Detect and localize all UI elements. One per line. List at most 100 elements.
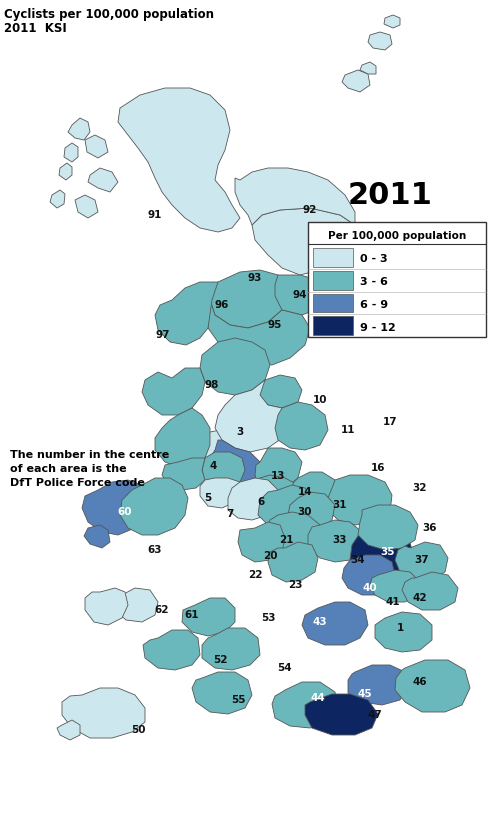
Text: Cyclists per 100,000 population: Cyclists per 100,000 population — [4, 8, 214, 21]
Polygon shape — [62, 688, 145, 738]
Polygon shape — [155, 408, 210, 468]
Polygon shape — [50, 190, 65, 208]
Bar — [308, 222, 486, 337]
Text: 17: 17 — [383, 417, 397, 427]
Text: 3: 3 — [237, 427, 244, 437]
Polygon shape — [370, 570, 420, 602]
Polygon shape — [275, 402, 328, 450]
Text: 43: 43 — [312, 617, 327, 627]
Text: 9 - 12: 9 - 12 — [360, 323, 396, 333]
Polygon shape — [228, 478, 278, 520]
Text: 46: 46 — [413, 677, 428, 687]
Text: 2011  KSI: 2011 KSI — [4, 22, 67, 35]
Polygon shape — [142, 368, 205, 415]
Polygon shape — [305, 694, 378, 735]
Text: 50: 50 — [131, 725, 145, 735]
Text: 60: 60 — [118, 507, 132, 517]
Polygon shape — [208, 300, 310, 365]
Polygon shape — [395, 660, 470, 712]
Text: 63: 63 — [148, 545, 162, 555]
Polygon shape — [75, 195, 98, 218]
Polygon shape — [272, 682, 338, 728]
Text: 44: 44 — [310, 693, 325, 703]
Text: The number in the centre
of each area is the
DfT Police Force code: The number in the centre of each area is… — [10, 450, 169, 488]
Polygon shape — [64, 143, 78, 162]
Polygon shape — [265, 512, 320, 555]
Polygon shape — [402, 572, 458, 610]
Polygon shape — [342, 555, 395, 595]
Polygon shape — [85, 588, 128, 625]
Text: 97: 97 — [156, 330, 170, 340]
Polygon shape — [255, 475, 302, 515]
Text: 13: 13 — [271, 471, 285, 481]
Polygon shape — [202, 628, 260, 670]
Text: 45: 45 — [358, 689, 372, 699]
Text: 62: 62 — [155, 605, 169, 615]
Text: 2011: 2011 — [348, 181, 433, 210]
Text: 53: 53 — [261, 613, 275, 623]
Polygon shape — [302, 602, 368, 645]
Polygon shape — [258, 375, 302, 408]
Text: 12: 12 — [348, 450, 362, 460]
Polygon shape — [252, 208, 355, 275]
Text: 61: 61 — [185, 610, 199, 620]
Polygon shape — [238, 522, 285, 562]
Text: 31: 31 — [333, 500, 347, 510]
Polygon shape — [235, 168, 355, 225]
Polygon shape — [288, 492, 335, 532]
Text: 33: 33 — [333, 535, 347, 545]
Text: 5: 5 — [204, 493, 212, 503]
Text: 34: 34 — [351, 555, 366, 565]
Text: 98: 98 — [205, 380, 219, 390]
Text: 23: 23 — [288, 580, 302, 590]
Bar — [313, 316, 353, 335]
Polygon shape — [360, 62, 376, 74]
Polygon shape — [215, 380, 288, 452]
Text: 92: 92 — [303, 205, 317, 215]
Polygon shape — [85, 135, 108, 158]
Text: 1: 1 — [396, 623, 404, 633]
Text: 7: 7 — [226, 509, 234, 519]
Text: 6: 6 — [257, 497, 265, 507]
Polygon shape — [115, 588, 158, 622]
Polygon shape — [120, 478, 188, 535]
Polygon shape — [350, 525, 412, 575]
Polygon shape — [200, 478, 242, 508]
Polygon shape — [82, 480, 148, 535]
Text: 91: 91 — [148, 210, 162, 220]
Text: 41: 41 — [386, 597, 400, 607]
Text: 10: 10 — [313, 395, 327, 405]
Text: 3 - 6: 3 - 6 — [360, 277, 388, 287]
Polygon shape — [143, 630, 200, 670]
Polygon shape — [155, 282, 218, 345]
Polygon shape — [200, 338, 270, 395]
Text: 54: 54 — [278, 663, 292, 673]
Bar — [313, 248, 353, 267]
Polygon shape — [268, 542, 318, 582]
Bar — [313, 293, 353, 313]
Text: 14: 14 — [298, 487, 312, 497]
Polygon shape — [368, 32, 392, 50]
Polygon shape — [255, 448, 302, 490]
Text: 96: 96 — [215, 300, 229, 310]
Text: 11: 11 — [341, 425, 355, 435]
Bar — [313, 271, 353, 289]
Polygon shape — [348, 665, 408, 705]
Text: 32: 32 — [413, 483, 427, 493]
Polygon shape — [118, 88, 240, 232]
Text: 6 - 9: 6 - 9 — [360, 300, 388, 310]
Text: 93: 93 — [248, 273, 262, 283]
Text: 52: 52 — [213, 655, 227, 665]
Text: 35: 35 — [381, 547, 395, 557]
Polygon shape — [192, 672, 252, 714]
Text: 37: 37 — [415, 555, 430, 565]
Polygon shape — [342, 70, 370, 92]
Text: 95: 95 — [268, 320, 282, 330]
Polygon shape — [210, 270, 285, 328]
Text: 4: 4 — [209, 461, 217, 471]
Text: 42: 42 — [413, 593, 428, 603]
Text: 22: 22 — [248, 570, 262, 580]
Polygon shape — [288, 472, 340, 525]
Polygon shape — [258, 485, 312, 528]
Polygon shape — [375, 612, 432, 652]
